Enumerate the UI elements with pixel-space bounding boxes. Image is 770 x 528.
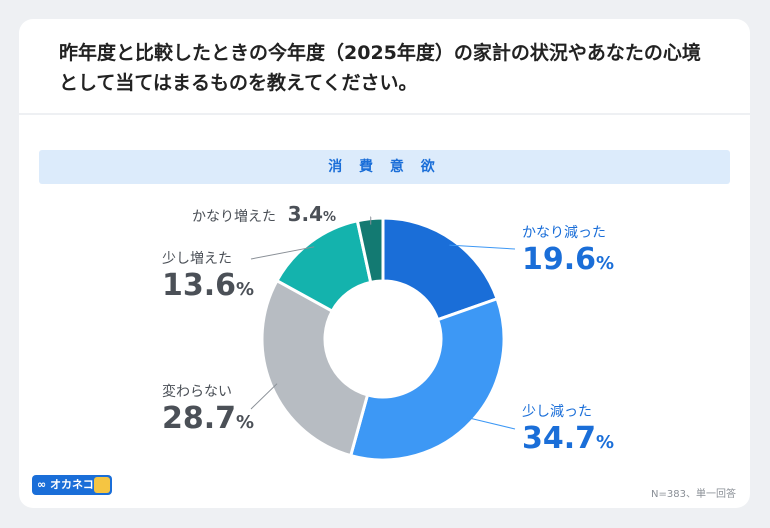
divider bbox=[19, 113, 750, 115]
leader-line-2 bbox=[250, 383, 278, 410]
leader-line-1 bbox=[466, 416, 516, 430]
slice-4 bbox=[355, 216, 385, 285]
label-kawaranai: 変わらない 28.7% bbox=[162, 381, 254, 436]
category-label: 変わらない bbox=[162, 384, 232, 400]
category-label: 少し増えた bbox=[162, 251, 232, 267]
donut-chart bbox=[250, 216, 516, 462]
percent-value: 13.6% bbox=[162, 268, 255, 303]
sample-note: N=383、単一回答 bbox=[651, 489, 736, 500]
slice-1 bbox=[348, 296, 506, 462]
label-kanari-hetta: かなり減った 19.6% bbox=[522, 222, 614, 277]
okaneko-logo: ∞ オカネコ bbox=[32, 475, 112, 495]
category-label: かなり減った bbox=[522, 225, 606, 241]
percent-value: 3.4% bbox=[287, 202, 337, 226]
label-sukoshi-hetta: 少し減った 34.7% bbox=[522, 401, 614, 456]
logo-text: オカネコ bbox=[50, 478, 94, 491]
chart-card: 昨年度と比較したときの今年度（2025年度）の家計の状況やあなたの心境として当て… bbox=[19, 19, 750, 508]
percent-value: 28.7% bbox=[162, 401, 255, 436]
chart-banner: 消 費 意 欲 bbox=[39, 150, 730, 184]
percent-value: 34.7% bbox=[522, 421, 615, 456]
leader-line-3 bbox=[250, 246, 315, 260]
category-label: 少し減った bbox=[522, 404, 592, 420]
cat-mascot-icon bbox=[94, 477, 110, 493]
infinity-icon: ∞ bbox=[37, 478, 47, 491]
category-label: かなり増えた bbox=[192, 209, 276, 225]
leader-line-0 bbox=[449, 244, 516, 250]
question-title: 昨年度と比較したときの今年度（2025年度）の家計の状況やあなたの心境として当て… bbox=[59, 42, 701, 94]
slice-2 bbox=[260, 278, 370, 458]
slice-0 bbox=[381, 216, 500, 322]
label-sukoshi-fueta: 少し増えた 13.6% bbox=[162, 248, 254, 303]
percent-value: 19.6% bbox=[522, 242, 615, 277]
label-kanari-fueta: かなり増えた 3.4% bbox=[192, 202, 336, 226]
